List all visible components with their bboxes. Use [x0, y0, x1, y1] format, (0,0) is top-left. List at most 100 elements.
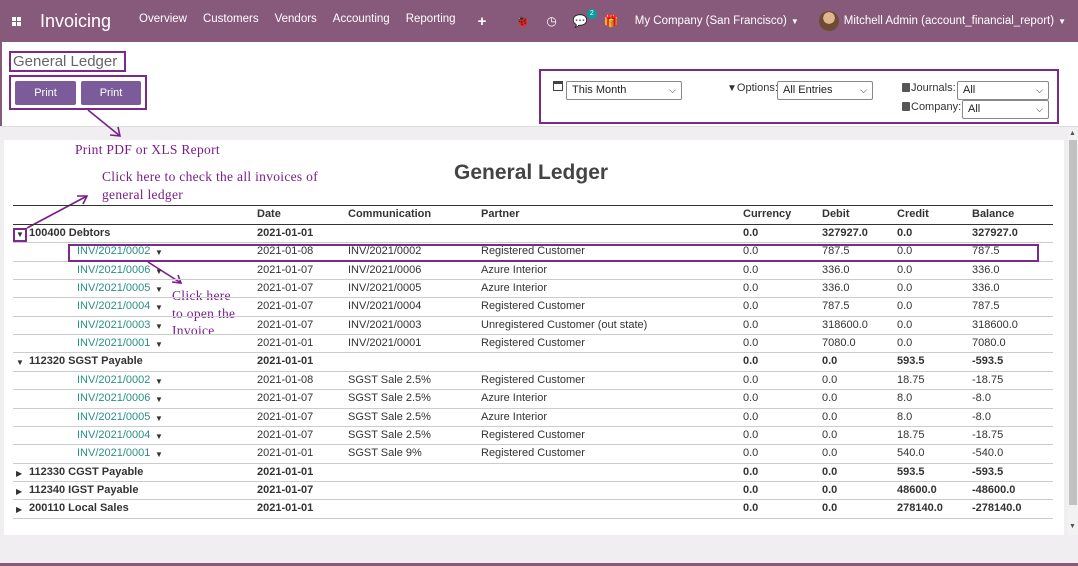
cell-debit: 0.0 [822, 465, 838, 478]
app-title[interactable]: Invoicing [40, 10, 112, 31]
menu-overview[interactable]: Overview [139, 12, 187, 25]
user-menu[interactable]: Mitchell Admin (account_financial_report… [844, 15, 1066, 27]
invoice-link[interactable]: INV/2021/0002 [77, 245, 151, 258]
cell-comm: INV/2021/0001 [348, 337, 422, 350]
scroll-up-icon[interactable]: ▲ [1069, 130, 1076, 137]
invoice-link[interactable]: INV/2021/0005 [77, 410, 151, 423]
cell-debit: 0.0 [822, 428, 838, 441]
book-icon [902, 102, 910, 111]
row-divider [13, 389, 1053, 391]
invoice-link[interactable]: INV/2021/0001 [77, 447, 151, 460]
cell-date: 2021-01-07 [257, 392, 314, 405]
print-pdf-button[interactable]: Print PDF [15, 81, 77, 123]
cell-date: 2021-01-07 [257, 300, 314, 313]
options-select[interactable]: All Entries ⌵ [777, 81, 873, 100]
invoice-link[interactable]: INV/2021/0001 [77, 337, 151, 350]
caret-down-icon[interactable]: ▼ [16, 358, 24, 368]
cell-date: 2021-01-08 [257, 373, 314, 386]
journals-value: All [963, 84, 976, 96]
gift-icon[interactable]: 🎁 [603, 14, 619, 28]
caret-right-icon[interactable]: ▶ [16, 505, 23, 515]
options-label: ▼Options: [727, 82, 778, 94]
cell-debit: 0.0 [822, 410, 838, 423]
cell-credit: 0.0 [897, 227, 913, 239]
cell-balance: -540.0 [972, 447, 1004, 460]
caret-right-icon[interactable]: ▶ [16, 468, 23, 478]
cell-partner: Registered Customer [481, 447, 585, 460]
date-filter-value: This Month [572, 84, 627, 96]
caret-down-icon[interactable]: ▼ [155, 395, 163, 405]
caret-right-icon[interactable]: ▶ [16, 486, 23, 496]
date-filter-select[interactable]: This Month ⌵ [566, 81, 682, 100]
cell-debit: 787.5 [822, 300, 850, 313]
add-menu-button[interactable]: + [477, 12, 487, 30]
chevron-down-icon: ⌵ [860, 85, 867, 95]
main-menu: Overview Customers Vendors Accounting Re… [139, 13, 502, 30]
caret-down-icon[interactable]: ▼ [155, 285, 163, 295]
account-name[interactable]: 112340 IGST Payable [29, 483, 139, 496]
caret-down-icon[interactable]: ▼ [155, 376, 163, 386]
caret-down-icon[interactable]: ▼ [16, 230, 24, 239]
caret-down-icon[interactable]: ▼ [155, 413, 163, 423]
apps-menu-icon[interactable] [0, 0, 28, 42]
cell-credit: 593.5 [897, 465, 925, 478]
journals-select[interactable]: All ⌵ [957, 81, 1049, 100]
company-switcher[interactable]: My Company (San Francisco) ▼ [635, 15, 799, 27]
caret-down-icon[interactable]: ▼ [155, 321, 163, 331]
annotation-open-line1: Click here [172, 288, 231, 303]
menu-accounting[interactable]: Accounting [332, 12, 390, 25]
invoice-link[interactable]: INV/2021/0004 [77, 428, 151, 441]
breadcrumb: General Ledger [9, 51, 126, 72]
cell-partner: Registered Customer [481, 245, 585, 258]
invoice-link[interactable]: INV/2021/0006 [77, 392, 151, 405]
account-name[interactable]: 112320 SGST Payable [29, 355, 143, 368]
options-label-text: Options: [736, 82, 778, 94]
invoice-link[interactable]: INV/2021/0004 [77, 300, 151, 313]
invoice-link[interactable]: INV/2021/0006 [77, 263, 151, 276]
cell-date: 2021-01-07 [257, 410, 314, 423]
header-bottom-border [13, 224, 1053, 225]
caret-down-icon[interactable]: ▼ [155, 303, 163, 313]
scroll-thumb[interactable] [1069, 140, 1077, 505]
menu-reporting[interactable]: Reporting [405, 12, 456, 25]
caret-down-icon[interactable]: ▼ [155, 266, 163, 276]
chat-badge: 2 [586, 9, 597, 19]
invoice-link[interactable]: INV/2021/0003 [77, 318, 151, 331]
col-communication: Communication [348, 208, 432, 220]
cell-balance: -48600.0 [972, 483, 1016, 496]
scroll-down-icon[interactable]: ▼ [1069, 523, 1076, 530]
clock-icon[interactable]: ◷ [546, 14, 557, 28]
account-name[interactable]: 200110 Local Sales [29, 502, 129, 515]
options-value: All Entries [783, 84, 833, 96]
company-select[interactable]: All ⌵ [962, 100, 1049, 119]
caret-down-icon[interactable]: ▼ [155, 248, 163, 258]
cell-debit: 327927.0 [822, 227, 868, 239]
cell-currency: 0.0 [743, 337, 759, 350]
account-name[interactable]: 112330 CGST Payable [29, 465, 144, 478]
invoice-link[interactable]: INV/2021/0005 [77, 282, 151, 295]
chevron-down-icon: ▼ [1058, 17, 1066, 26]
company-label: Company: [902, 101, 961, 113]
cell-balance: -593.5 [972, 465, 1004, 478]
invoice-link[interactable]: INV/2021/0002 [77, 373, 151, 386]
chat-icon[interactable]: 💬 2 [573, 9, 597, 28]
cell-partner: Unregistered Customer (out state) [481, 318, 648, 331]
cell-credit: 8.0 [897, 392, 913, 405]
chevron-down-icon: ⌵ [1036, 104, 1043, 114]
cell-debit: 787.5 [822, 245, 850, 258]
menu-vendors[interactable]: Vendors [274, 12, 317, 25]
caret-down-icon[interactable]: ▼ [155, 340, 163, 350]
caret-down-icon[interactable]: ▼ [155, 450, 163, 460]
avatar[interactable] [818, 11, 839, 31]
menu-customers[interactable]: Customers [202, 12, 259, 25]
calendar-icon [553, 81, 563, 91]
account-name[interactable]: 100400 Debtors [29, 227, 111, 239]
cell-debit: 0.0 [822, 373, 838, 386]
print-xls-button[interactable]: Print XLS [81, 81, 141, 123]
frame-bottom-border [0, 563, 1078, 566]
caret-down-icon[interactable]: ▼ [155, 431, 163, 441]
bug-icon[interactable]: 🐞 [515, 14, 531, 28]
vertical-scrollbar[interactable]: ▲ ▼ [1068, 130, 1078, 535]
cell-credit: 48600.0 [897, 483, 937, 496]
company-label-text: Company: [911, 101, 962, 113]
